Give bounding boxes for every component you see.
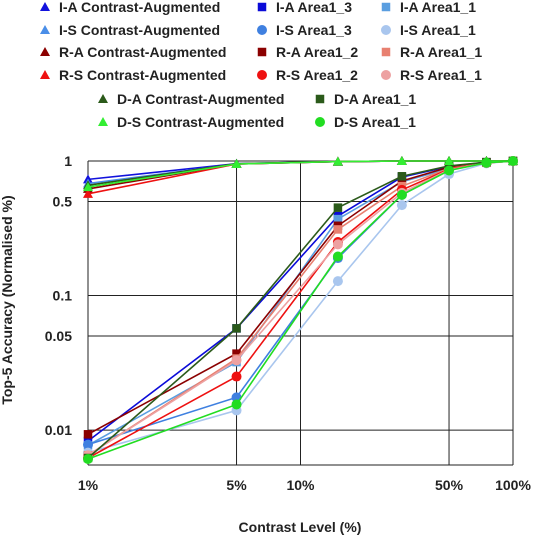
legend-item-i-s-area1-1: I-S Area1_1 bbox=[381, 22, 476, 38]
ticks: 1% 5% 10% 50% 100% 0.01 0.05 0.1 0.5 1 bbox=[45, 153, 532, 493]
legend-item-r-s-area1-1: R-S Area1_1 bbox=[381, 67, 482, 83]
legend-item-r-s-contrast-augmented: R-S Contrast-Augmented bbox=[40, 67, 226, 83]
legend-marker bbox=[257, 70, 267, 80]
legend-label: I-S Area1_1 bbox=[400, 22, 476, 38]
data-point bbox=[231, 355, 242, 366]
y-axis-title: Top-5 Accuracy (Normalised %) bbox=[0, 195, 15, 404]
legend-marker bbox=[40, 70, 50, 79]
x-tick-label: 50% bbox=[435, 477, 464, 493]
legend-marker bbox=[257, 2, 267, 12]
y-tick-label: 0.5 bbox=[53, 193, 73, 209]
legend-item-i-a-area1-1: I-A Area1_1 bbox=[381, 0, 476, 15]
legend-marker bbox=[315, 94, 325, 104]
data-point bbox=[333, 203, 343, 212]
legend-item-d-a-area1-1: D-A Area1_1 bbox=[315, 91, 416, 107]
data-point bbox=[444, 165, 455, 176]
data-point bbox=[396, 156, 407, 165]
legend-label: R-A Area1_2 bbox=[276, 44, 358, 60]
legend-marker bbox=[98, 94, 108, 103]
legend-label: R-A Contrast-Augmented bbox=[59, 44, 226, 60]
legend-item-d-a-contrast-augmented: D-A Contrast-Augmented bbox=[98, 91, 284, 107]
legend-label: R-A Area1_1 bbox=[400, 44, 482, 60]
x-tick-label: 1% bbox=[78, 477, 99, 493]
legend-marker bbox=[40, 25, 50, 34]
legend-label: I-S Contrast-Augmented bbox=[59, 22, 220, 38]
x-tick-label: 100% bbox=[495, 477, 531, 493]
data-point bbox=[231, 158, 242, 168]
legend-item-r-a-contrast-augmented: R-A Contrast-Augmented bbox=[40, 44, 226, 60]
data-point bbox=[332, 276, 343, 287]
legend-marker bbox=[257, 47, 267, 57]
legend-marker bbox=[381, 25, 391, 35]
legend-item-i-s-area1-3: I-S Area1_3 bbox=[257, 22, 352, 38]
data-point bbox=[332, 156, 343, 166]
legend-label: I-A Area1_3 bbox=[276, 0, 352, 15]
plot-series bbox=[83, 156, 518, 464]
data-point bbox=[232, 349, 241, 358]
data-point bbox=[231, 399, 242, 410]
legend-label: D-A Contrast-Augmented bbox=[117, 91, 284, 107]
legend-label: D-S Contrast-Augmented bbox=[117, 114, 284, 130]
y-tick-label: 1 bbox=[64, 153, 72, 169]
data-point bbox=[397, 176, 407, 186]
legend-label: D-S Area1_1 bbox=[334, 114, 416, 130]
data-point bbox=[333, 214, 343, 224]
data-point bbox=[332, 239, 343, 250]
x-tick-label: 5% bbox=[226, 477, 247, 493]
legend-label: R-S Area1_1 bbox=[400, 67, 482, 83]
data-point bbox=[397, 172, 407, 181]
legend-marker bbox=[40, 2, 50, 11]
data-point bbox=[83, 182, 93, 192]
x-tick-label: 10% bbox=[286, 477, 315, 493]
data-point bbox=[396, 189, 407, 200]
legend-item-i-a-contrast-augmented: I-A Contrast-Augmented bbox=[40, 0, 220, 15]
legend-item-i-s-contrast-augmented: I-S Contrast-Augmented bbox=[40, 22, 220, 38]
legend-marker bbox=[315, 117, 325, 127]
legend-item-r-s-area1-2: R-S Area1_2 bbox=[257, 67, 358, 83]
data-point bbox=[83, 453, 93, 464]
legend-marker bbox=[381, 70, 391, 80]
y-tick-label: 0.05 bbox=[45, 328, 72, 344]
data-point bbox=[396, 200, 407, 211]
y-tick-label: 0.01 bbox=[45, 422, 72, 438]
legend-marker bbox=[381, 2, 391, 12]
legend-label: R-S Contrast-Augmented bbox=[59, 67, 226, 83]
data-point bbox=[481, 157, 492, 168]
legend-label: I-A Area1_1 bbox=[400, 0, 476, 15]
axes bbox=[87, 161, 513, 466]
data-point bbox=[231, 371, 242, 382]
y-tick-label: 0.1 bbox=[53, 288, 73, 304]
data-point bbox=[444, 156, 455, 165]
legend-marker bbox=[257, 25, 267, 35]
legend-marker bbox=[381, 47, 391, 57]
grid bbox=[87, 160, 514, 465]
legend-label: I-A Contrast-Augmented bbox=[59, 0, 220, 15]
legend-label: I-S Area1_3 bbox=[276, 22, 352, 38]
legend-marker bbox=[40, 47, 50, 56]
data-point bbox=[232, 324, 241, 333]
legend-item-i-a-area1-3: I-A Area1_3 bbox=[257, 0, 352, 15]
legend-label: D-A Area1_1 bbox=[334, 91, 416, 107]
x-axis-title: Contrast Level (%) bbox=[239, 519, 362, 535]
data-point bbox=[83, 188, 93, 198]
legend-item-r-a-area1-1: R-A Area1_1 bbox=[381, 44, 482, 60]
data-point bbox=[332, 251, 343, 262]
data-point bbox=[333, 225, 343, 234]
series-d-s-area1-1 bbox=[83, 156, 518, 464]
legend-item-r-a-area1-2: R-A Area1_2 bbox=[257, 44, 358, 60]
data-point bbox=[83, 430, 93, 439]
legend-item-d-s-area1-1: D-S Area1_1 bbox=[315, 114, 416, 130]
legend-item-d-s-contrast-augmented: D-S Contrast-Augmented bbox=[98, 114, 284, 130]
legend-label: R-S Area1_2 bbox=[276, 67, 358, 83]
legend: I-A Contrast-Augmented I-A Area1_3 I-A Are… bbox=[40, 0, 482, 130]
data-point bbox=[508, 156, 518, 166]
data-point bbox=[83, 439, 93, 450]
legend-marker bbox=[98, 117, 108, 126]
